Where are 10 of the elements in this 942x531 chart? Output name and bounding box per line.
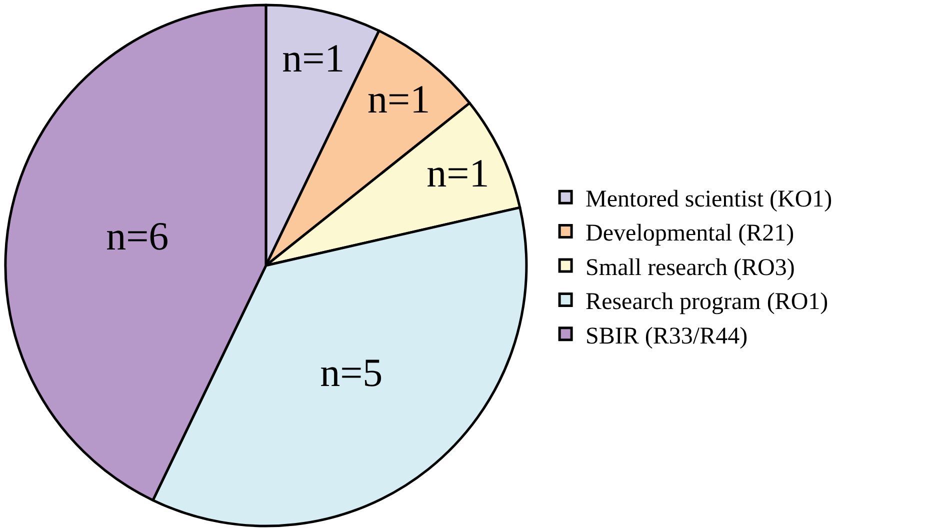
data-label: n=6 xyxy=(106,214,169,259)
data-label: n=5 xyxy=(320,350,383,396)
legend-label: Small research (RO3) xyxy=(586,254,795,281)
legend-label: Research program (RO1) xyxy=(586,289,828,316)
data-label: n=1 xyxy=(368,76,430,122)
legend-label: Mentored scientist (KO1) xyxy=(586,186,832,212)
data-label: n=1 xyxy=(282,35,345,80)
data-label: n=1 xyxy=(426,150,490,196)
legend-label: Developmental (R21) xyxy=(586,220,794,247)
legend-label: SBIR (R33/R44) xyxy=(586,323,748,350)
